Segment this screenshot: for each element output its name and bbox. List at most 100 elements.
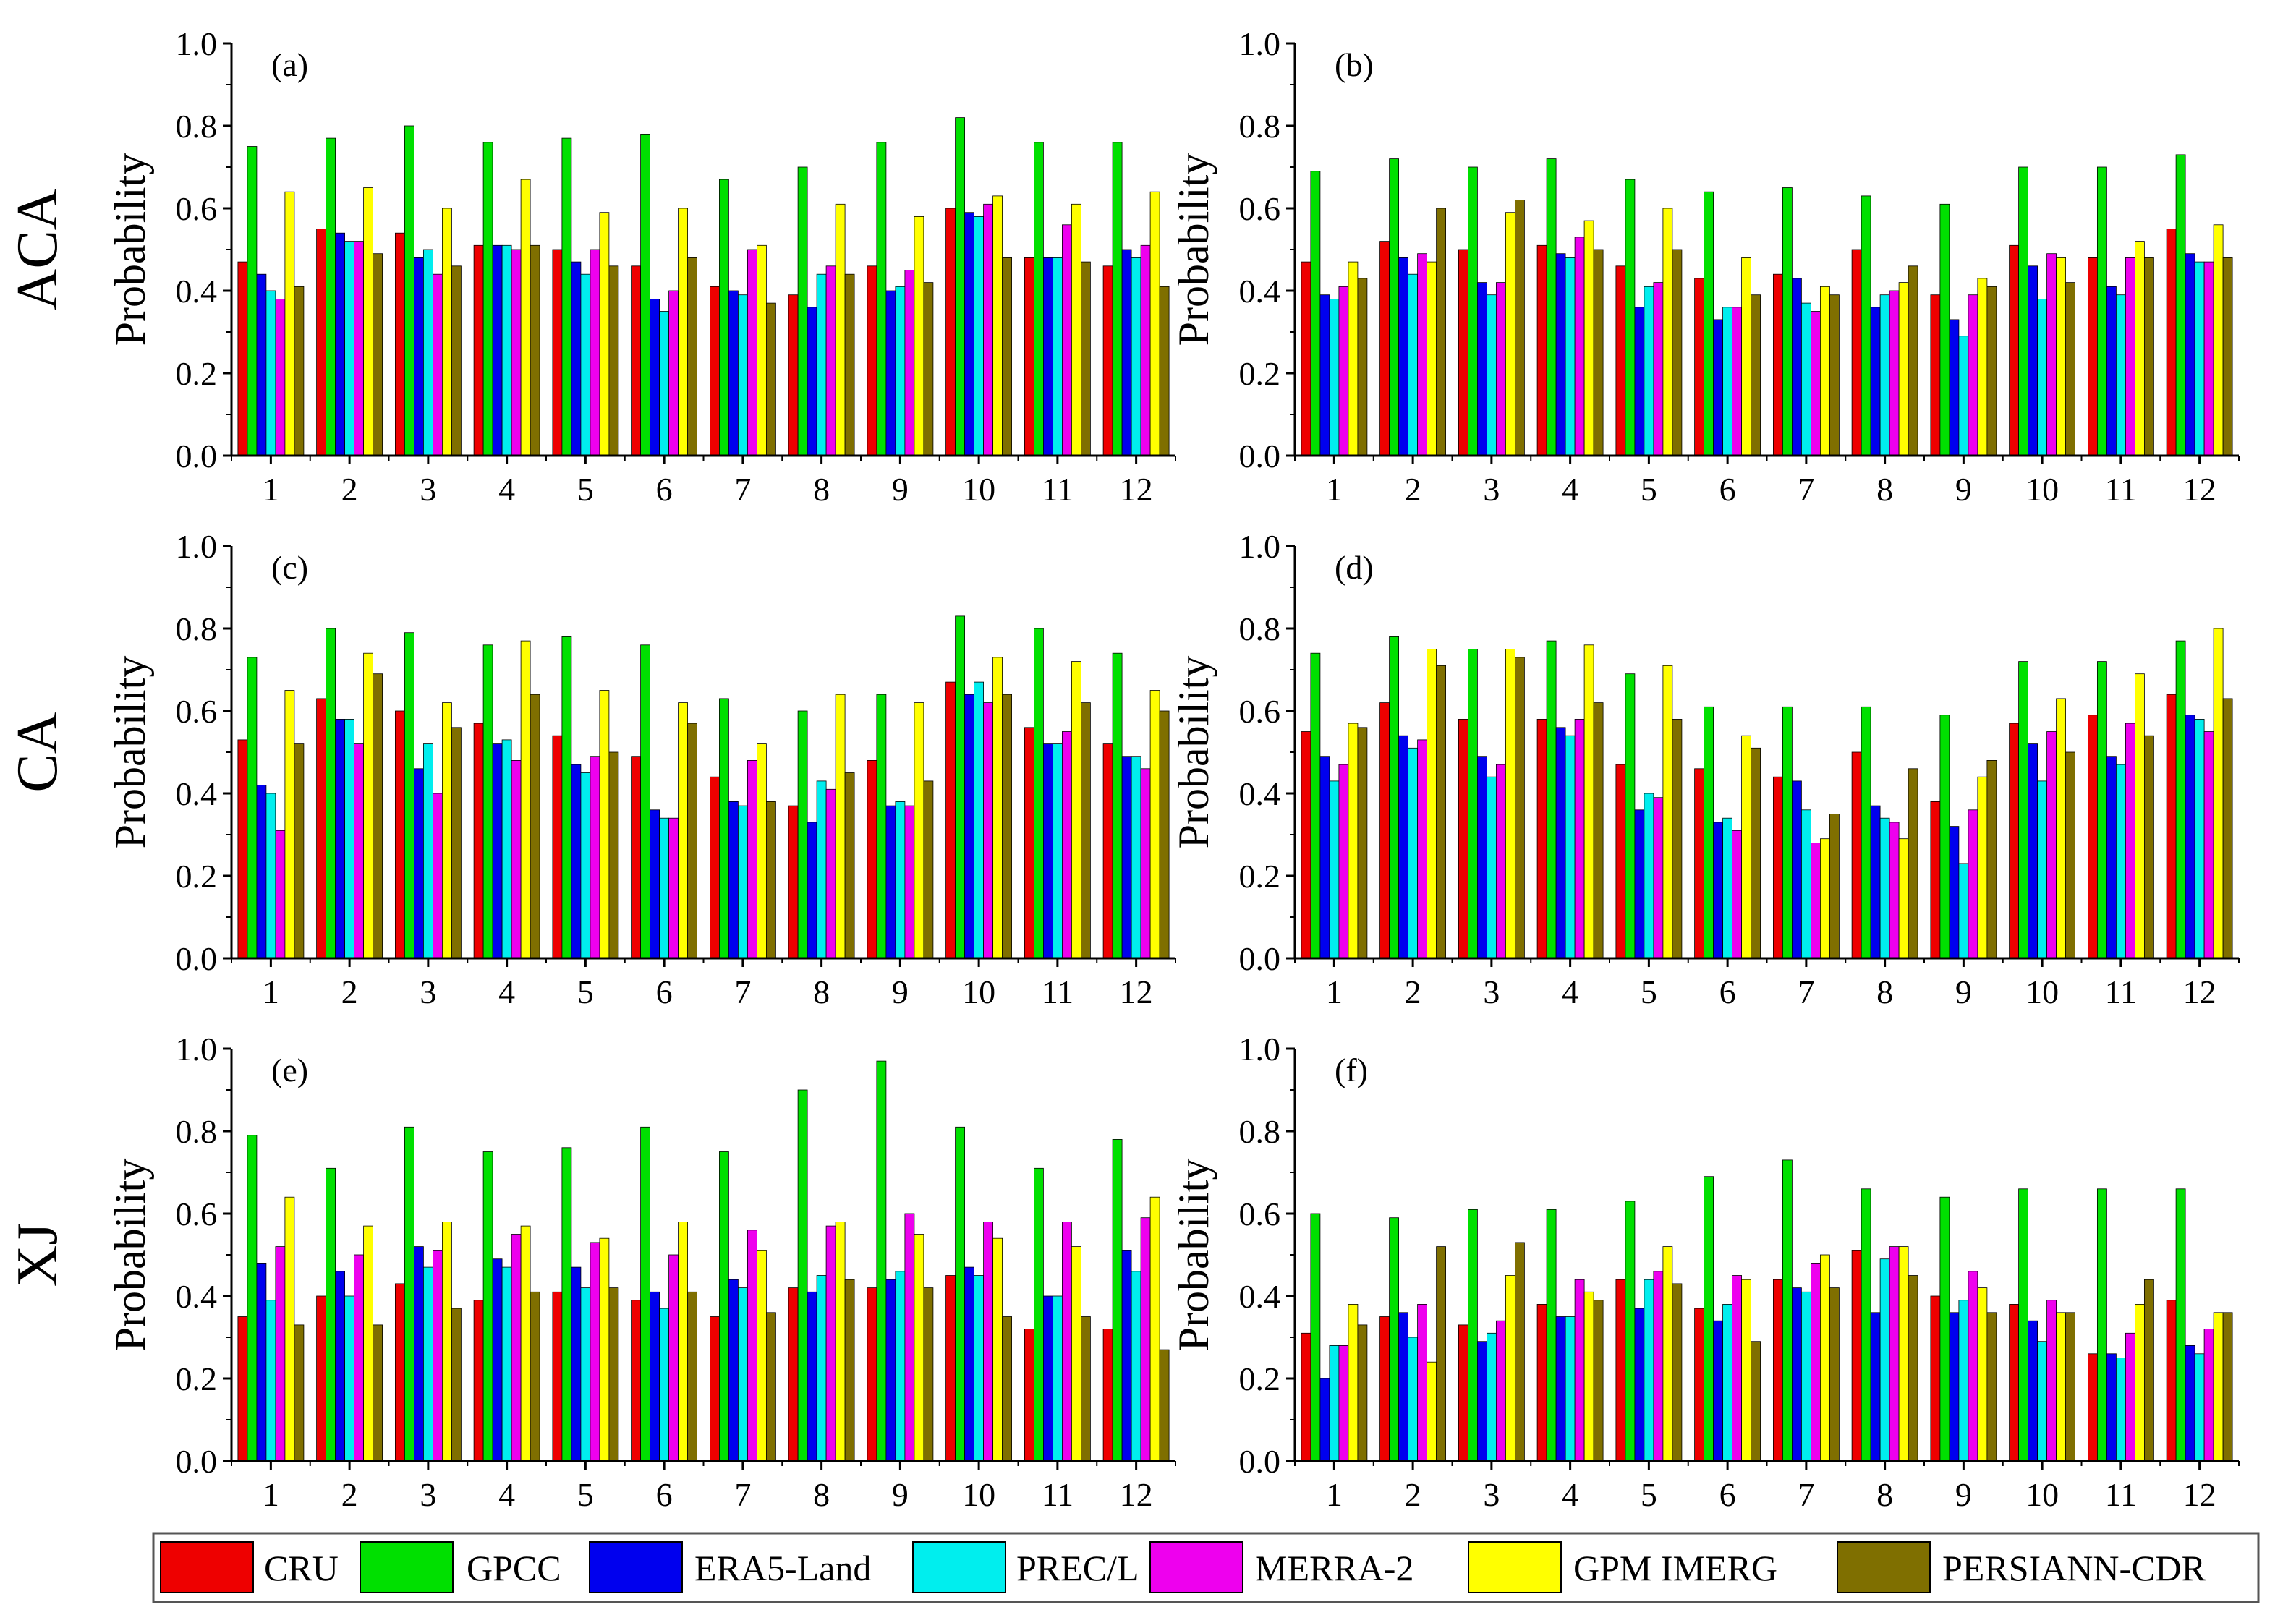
bar-gpcc-9	[1939, 1196, 1950, 1462]
x-tick-label: 10	[2025, 471, 2059, 508]
bar-persiann-cdr-11	[1081, 702, 1091, 959]
bar-prec-l-3	[423, 743, 433, 959]
bar-persiann-cdr-7	[1829, 294, 1840, 456]
bar-persiann-cdr-9	[923, 282, 934, 456]
bar-gpcc-5	[1625, 179, 1636, 456]
y-axis-title: Probability	[1170, 153, 1217, 346]
bar-cru-6	[1694, 768, 1705, 959]
bar-gpcc-8	[797, 710, 808, 959]
bar-prec-l-5	[580, 772, 591, 959]
bar-merra-2-2	[354, 1254, 365, 1462]
bar-persiann-cdr-1	[1357, 278, 1368, 456]
bar-merra-2-7	[1810, 1263, 1821, 1462]
x-tick-label: 8	[1876, 973, 1893, 1010]
bar-gpm-imerg-12	[1149, 690, 1160, 959]
bar-prec-l-7	[1800, 302, 1811, 456]
y-tick-label: 0.2	[1239, 858, 1281, 895]
bar-gpcc-10	[955, 615, 965, 959]
bar-cru-10	[2009, 723, 2020, 959]
bar-gpm-imerg-8	[1898, 1246, 1909, 1462]
bar-cru-1	[1301, 731, 1311, 959]
bar-gpm-imerg-9	[914, 702, 924, 959]
bar-persiann-cdr-5	[1672, 1283, 1683, 1462]
bar-merra-2-1	[275, 830, 286, 959]
bar-cru-7	[710, 286, 720, 456]
bar-merra-2-8	[1889, 290, 1900, 456]
bar-cru-8	[788, 1287, 799, 1462]
bar-era5-land-2	[1398, 735, 1408, 959]
x-tick-label: 3	[420, 471, 436, 508]
bar-prec-l-6	[1722, 817, 1733, 959]
bar-era5-land-1	[256, 273, 267, 456]
bar-gpcc-4	[482, 1151, 493, 1462]
bar-gpm-imerg-6	[1741, 735, 1752, 959]
x-tick-label: 1	[1326, 973, 1343, 1010]
bar-gpm-imerg-10	[992, 195, 1003, 456]
bar-era5-land-9	[885, 290, 896, 456]
panel-f: 0.00.20.40.60.81.01 2 3 4 5 6 7 8 9 10 11 12Probabi…	[1170, 1031, 2240, 1513]
bar-gpm-imerg-4	[1583, 644, 1594, 959]
x-tick-label: 12	[2183, 1476, 2216, 1513]
x-tick-label: 8	[1876, 471, 1893, 508]
y-tick-label: 1.0	[1239, 25, 1281, 62]
panels: 0.00.20.40.60.81.01 2 3 4 5 6 7 8 9 10 11 12Probabi…	[106, 25, 2240, 1513]
legend-swatch-era5-land	[589, 1541, 683, 1593]
bar-cru-3	[1458, 1324, 1468, 1462]
x-tick-label: 9	[1955, 1476, 1972, 1513]
bar-cru-5	[1615, 1279, 1626, 1462]
legend-label-era5-land: ERA5-Land	[694, 1548, 871, 1588]
bar-gpm-imerg-11	[2134, 241, 2145, 456]
bar-gpcc-9	[1939, 203, 1950, 456]
bar-cru-11	[2087, 715, 2098, 959]
bar-gpm-imerg-11	[1071, 203, 1081, 456]
bar-prec-l-6	[1722, 307, 1733, 456]
bar-gpcc-8	[1861, 706, 1871, 959]
bar-era5-land-4	[1555, 253, 1566, 456]
bar-persiann-cdr-1	[294, 1324, 305, 1462]
bar-gpcc-6	[640, 1126, 650, 1462]
bar-era5-land-3	[1477, 1341, 1487, 1462]
bar-gpcc-9	[876, 694, 887, 959]
bar-cru-4	[1536, 719, 1547, 959]
bar-merra-2-6	[1732, 1275, 1743, 1462]
bar-gpcc-2	[1389, 1217, 1399, 1462]
bar-persiann-cdr-10	[1002, 694, 1012, 959]
bar-gpm-imerg-10	[2056, 698, 2067, 959]
bar-gpm-imerg-2	[363, 187, 374, 456]
y-tick-label: 0.8	[1239, 1113, 1281, 1150]
bar-persiann-cdr-12	[1159, 286, 1170, 456]
bar-gpcc-12	[2175, 1188, 2186, 1462]
region-labels: ACA CA XJ	[6, 188, 69, 1287]
bar-gpm-imerg-6	[678, 208, 688, 456]
bar-cru-11	[1024, 727, 1034, 959]
y-tick-label: 0.2	[1239, 355, 1281, 392]
y-tick-label: 0.6	[176, 1196, 218, 1232]
y-tick-label: 0.4	[1239, 1278, 1281, 1315]
x-tick-label: 6	[1719, 471, 1736, 508]
bar-persiann-cdr-5	[608, 751, 619, 959]
bar-persiann-cdr-4	[530, 244, 540, 456]
bar-merra-2-12	[1140, 768, 1151, 959]
bar-gpm-imerg-3	[442, 208, 452, 456]
bar-cru-8	[1851, 249, 1862, 456]
bar-era5-land-2	[335, 232, 346, 456]
bar-persiann-cdr-10	[1002, 257, 1012, 456]
bar-prec-l-7	[1800, 809, 1811, 959]
bar-cru-4	[1536, 244, 1547, 456]
panel-label: (d)	[1335, 549, 1374, 586]
bar-persiann-cdr-2	[1436, 1246, 1446, 1462]
x-tick-label: 11	[2105, 973, 2137, 1010]
bar-prec-l-6	[1722, 1304, 1733, 1462]
bar-era5-land-6	[650, 1291, 660, 1462]
bar-persiann-cdr-3	[451, 1308, 462, 1462]
bar-merra-2-10	[983, 702, 993, 959]
bar-gpm-imerg-5	[1662, 665, 1673, 959]
bar-cru-1	[237, 1316, 248, 1462]
bar-gpcc-3	[1468, 1209, 1478, 1462]
bar-persiann-cdr-11	[1081, 1316, 1091, 1462]
bar-merra-2-10	[983, 1222, 993, 1462]
bar-persiann-cdr-9	[1986, 760, 1997, 959]
bar-gpm-imerg-9	[914, 216, 924, 456]
bar-gpm-imerg-4	[520, 640, 531, 959]
bar-merra-2-4	[511, 249, 522, 456]
